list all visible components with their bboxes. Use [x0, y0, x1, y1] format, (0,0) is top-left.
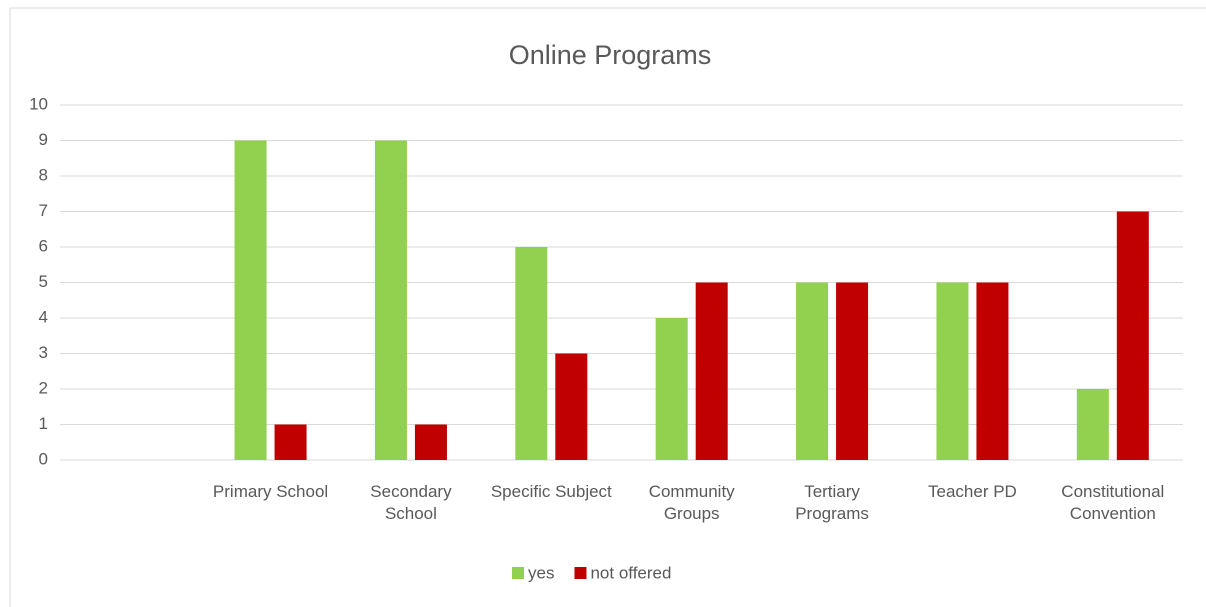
legend-label: not offered	[590, 563, 671, 582]
bar	[374, 140, 407, 460]
y-tick-label: 0	[39, 449, 48, 468]
y-tick-label: 1	[39, 414, 48, 433]
legend-swatch	[512, 567, 524, 579]
bar	[655, 318, 688, 460]
y-tick-label: 7	[39, 201, 48, 220]
x-tick-label: Secondary School	[370, 482, 452, 523]
x-tick-label: Specific Subject	[490, 482, 612, 501]
x-tick-label: Community Groups	[648, 482, 735, 523]
bar	[515, 247, 548, 460]
x-tick-label: Teacher PD	[928, 482, 1017, 501]
bar	[555, 353, 588, 460]
bar	[936, 282, 969, 460]
y-tick-label: 8	[39, 165, 48, 184]
legend-label: yes	[528, 563, 554, 582]
bar	[695, 282, 728, 460]
y-tick-label: 4	[39, 307, 48, 326]
y-tick-label: 9	[39, 130, 48, 149]
x-tick-label: Tertiary Programs	[795, 482, 869, 523]
legend-swatch	[574, 567, 587, 579]
bar	[1076, 389, 1109, 460]
x-tick-label: Primary School	[212, 482, 329, 501]
bar	[1116, 211, 1149, 460]
bar	[234, 140, 267, 460]
bar	[414, 424, 447, 460]
bar	[796, 282, 829, 460]
bar	[836, 282, 869, 460]
bar	[274, 424, 307, 460]
chart-border	[9, 7, 1206, 607]
y-tick-label: 10	[29, 94, 48, 113]
chart-title: Online Programs	[509, 40, 712, 70]
y-tick-label: 2	[39, 378, 48, 397]
x-tick-label: Constitutional Convention	[1061, 482, 1165, 523]
y-tick-label: 6	[39, 236, 48, 255]
bar	[976, 282, 1009, 460]
y-tick-label: 3	[39, 343, 48, 362]
y-tick-label: 5	[39, 272, 48, 291]
